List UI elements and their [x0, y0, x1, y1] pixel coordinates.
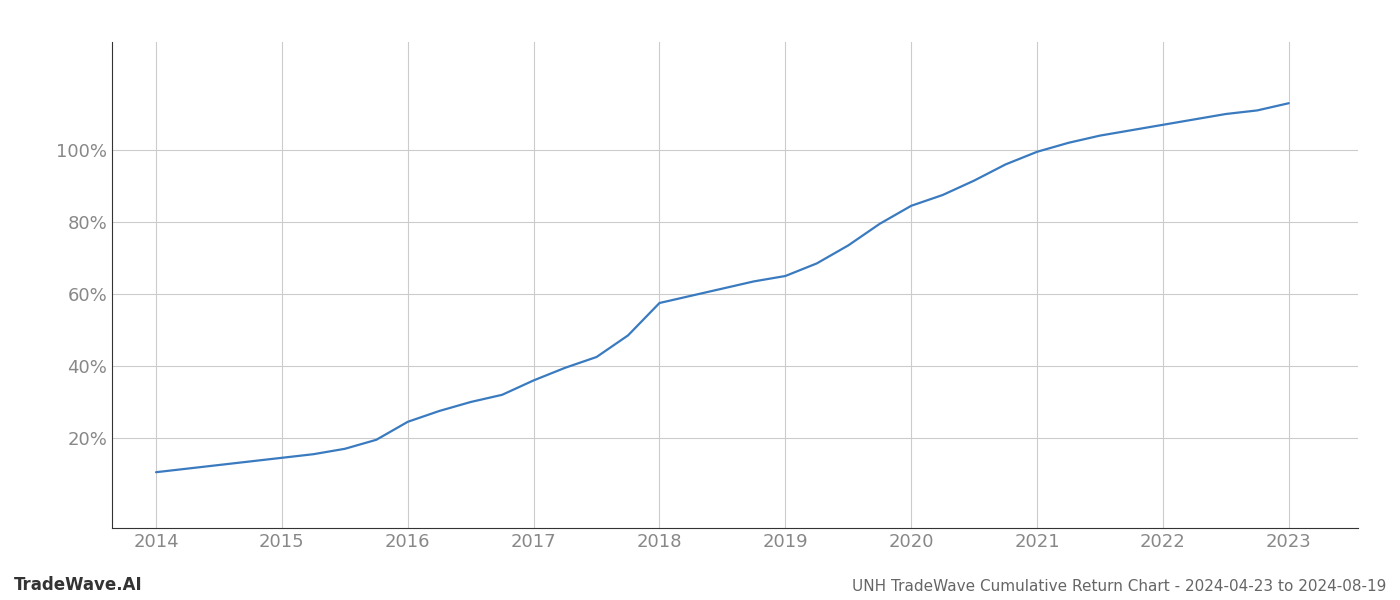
Text: UNH TradeWave Cumulative Return Chart - 2024-04-23 to 2024-08-19: UNH TradeWave Cumulative Return Chart - …: [851, 579, 1386, 594]
Text: TradeWave.AI: TradeWave.AI: [14, 576, 143, 594]
